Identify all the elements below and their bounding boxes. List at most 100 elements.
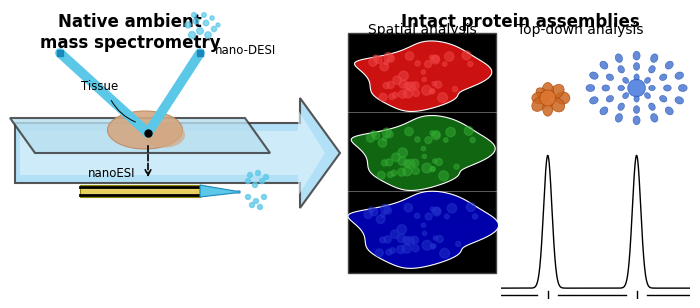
Circle shape xyxy=(397,225,407,234)
Circle shape xyxy=(387,172,393,178)
Circle shape xyxy=(386,249,392,255)
Circle shape xyxy=(258,205,262,209)
Text: nano-DESI: nano-DESI xyxy=(215,43,276,56)
Circle shape xyxy=(384,236,391,243)
Circle shape xyxy=(431,131,440,140)
Circle shape xyxy=(407,82,415,91)
Circle shape xyxy=(197,28,203,34)
Circle shape xyxy=(431,244,436,248)
Circle shape xyxy=(473,214,477,219)
Circle shape xyxy=(384,53,393,61)
Circle shape xyxy=(462,51,471,60)
Circle shape xyxy=(370,208,378,216)
Text: Spatial analysis: Spatial analysis xyxy=(368,23,477,37)
Circle shape xyxy=(205,32,211,38)
Circle shape xyxy=(253,198,258,204)
Ellipse shape xyxy=(589,97,598,104)
Ellipse shape xyxy=(659,95,667,102)
Ellipse shape xyxy=(634,95,639,102)
Ellipse shape xyxy=(536,88,550,101)
Text: Top-down analysis: Top-down analysis xyxy=(517,23,643,37)
Circle shape xyxy=(390,248,395,253)
Circle shape xyxy=(369,58,377,66)
Circle shape xyxy=(391,230,399,238)
Circle shape xyxy=(412,168,419,174)
Circle shape xyxy=(381,204,390,213)
Circle shape xyxy=(421,85,431,95)
Circle shape xyxy=(429,55,434,59)
Ellipse shape xyxy=(618,103,624,110)
Ellipse shape xyxy=(675,97,683,104)
Circle shape xyxy=(369,207,374,213)
Circle shape xyxy=(403,89,412,98)
Circle shape xyxy=(444,138,448,142)
Circle shape xyxy=(444,52,454,61)
Polygon shape xyxy=(20,110,325,196)
Ellipse shape xyxy=(600,107,608,115)
Circle shape xyxy=(454,164,459,169)
Circle shape xyxy=(383,83,389,89)
Circle shape xyxy=(412,245,419,252)
Circle shape xyxy=(397,245,405,253)
Circle shape xyxy=(433,131,440,138)
Circle shape xyxy=(403,160,411,167)
Ellipse shape xyxy=(634,106,640,113)
Circle shape xyxy=(387,81,394,88)
Circle shape xyxy=(425,137,432,144)
Circle shape xyxy=(464,126,473,135)
Circle shape xyxy=(433,236,438,240)
Circle shape xyxy=(202,13,206,17)
Circle shape xyxy=(402,244,411,253)
Circle shape xyxy=(372,132,380,140)
Circle shape xyxy=(398,90,407,98)
Polygon shape xyxy=(351,116,496,190)
Circle shape xyxy=(374,56,382,63)
Circle shape xyxy=(246,194,251,200)
Ellipse shape xyxy=(675,72,683,79)
Ellipse shape xyxy=(649,103,655,110)
Circle shape xyxy=(203,20,209,26)
Polygon shape xyxy=(200,185,240,197)
Circle shape xyxy=(246,179,251,184)
Circle shape xyxy=(405,52,414,60)
Polygon shape xyxy=(354,41,492,111)
Circle shape xyxy=(386,131,393,138)
Circle shape xyxy=(384,207,391,214)
Ellipse shape xyxy=(665,61,673,69)
Ellipse shape xyxy=(650,114,658,122)
Ellipse shape xyxy=(649,66,655,73)
Circle shape xyxy=(185,22,191,28)
Ellipse shape xyxy=(589,72,598,79)
Ellipse shape xyxy=(615,114,622,122)
Circle shape xyxy=(425,61,432,67)
Circle shape xyxy=(379,93,387,101)
Circle shape xyxy=(402,167,412,176)
Ellipse shape xyxy=(665,107,673,115)
Ellipse shape xyxy=(586,84,595,91)
Circle shape xyxy=(435,158,442,165)
Circle shape xyxy=(440,248,449,258)
Circle shape xyxy=(378,139,386,147)
Text: Native ambient
mass spectrometry: Native ambient mass spectrometry xyxy=(40,13,220,52)
Circle shape xyxy=(402,237,410,244)
Ellipse shape xyxy=(556,92,570,104)
Circle shape xyxy=(391,170,397,176)
Ellipse shape xyxy=(618,85,624,91)
Circle shape xyxy=(430,55,440,64)
Circle shape xyxy=(432,207,441,216)
Circle shape xyxy=(628,79,645,97)
Circle shape xyxy=(382,136,387,141)
Circle shape xyxy=(392,153,400,161)
Ellipse shape xyxy=(532,97,547,111)
Circle shape xyxy=(435,81,442,88)
Circle shape xyxy=(432,82,436,86)
Ellipse shape xyxy=(623,77,629,83)
Circle shape xyxy=(470,137,475,143)
Ellipse shape xyxy=(602,85,610,91)
Ellipse shape xyxy=(108,111,183,149)
Text: Intact protein assemblies: Intact protein assemblies xyxy=(400,13,639,31)
Circle shape xyxy=(425,213,432,220)
Circle shape xyxy=(422,154,426,159)
Ellipse shape xyxy=(145,123,185,148)
Polygon shape xyxy=(80,185,200,197)
